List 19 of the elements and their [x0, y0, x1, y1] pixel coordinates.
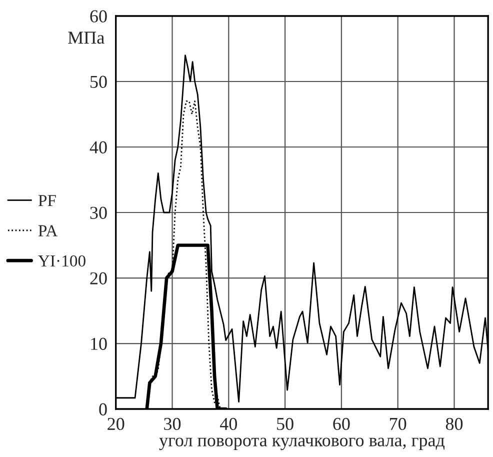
x-tick-label: 40 [220, 418, 237, 430]
y-tick-label: 10 [91, 338, 107, 350]
y-tick-label: 20 [90, 272, 107, 284]
legend-label: YI·100 [38, 255, 86, 267]
legend-label: PA [38, 225, 58, 236]
x-tick-label: 30 [164, 418, 181, 430]
y-tick-label: 40 [90, 141, 107, 154]
x-tick-label: 60 [333, 418, 350, 430]
y-tick-label: 30 [90, 206, 107, 219]
x-tick-label: 70 [390, 418, 406, 430]
x-tick-label: 50 [277, 418, 294, 430]
y-tick-label: 60 [90, 10, 107, 22]
y-tick-label: 50 [90, 76, 107, 88]
legend-label: PF [38, 195, 56, 206]
x-tick-label: 20 [108, 418, 124, 430]
x-tick-label: 80 [446, 418, 463, 430]
y-tick-label: 0 [99, 403, 107, 416]
x-axis-title: угол поворота кулачкового вала, град [159, 438, 445, 450]
y-axis-title: МПа [68, 32, 104, 44]
